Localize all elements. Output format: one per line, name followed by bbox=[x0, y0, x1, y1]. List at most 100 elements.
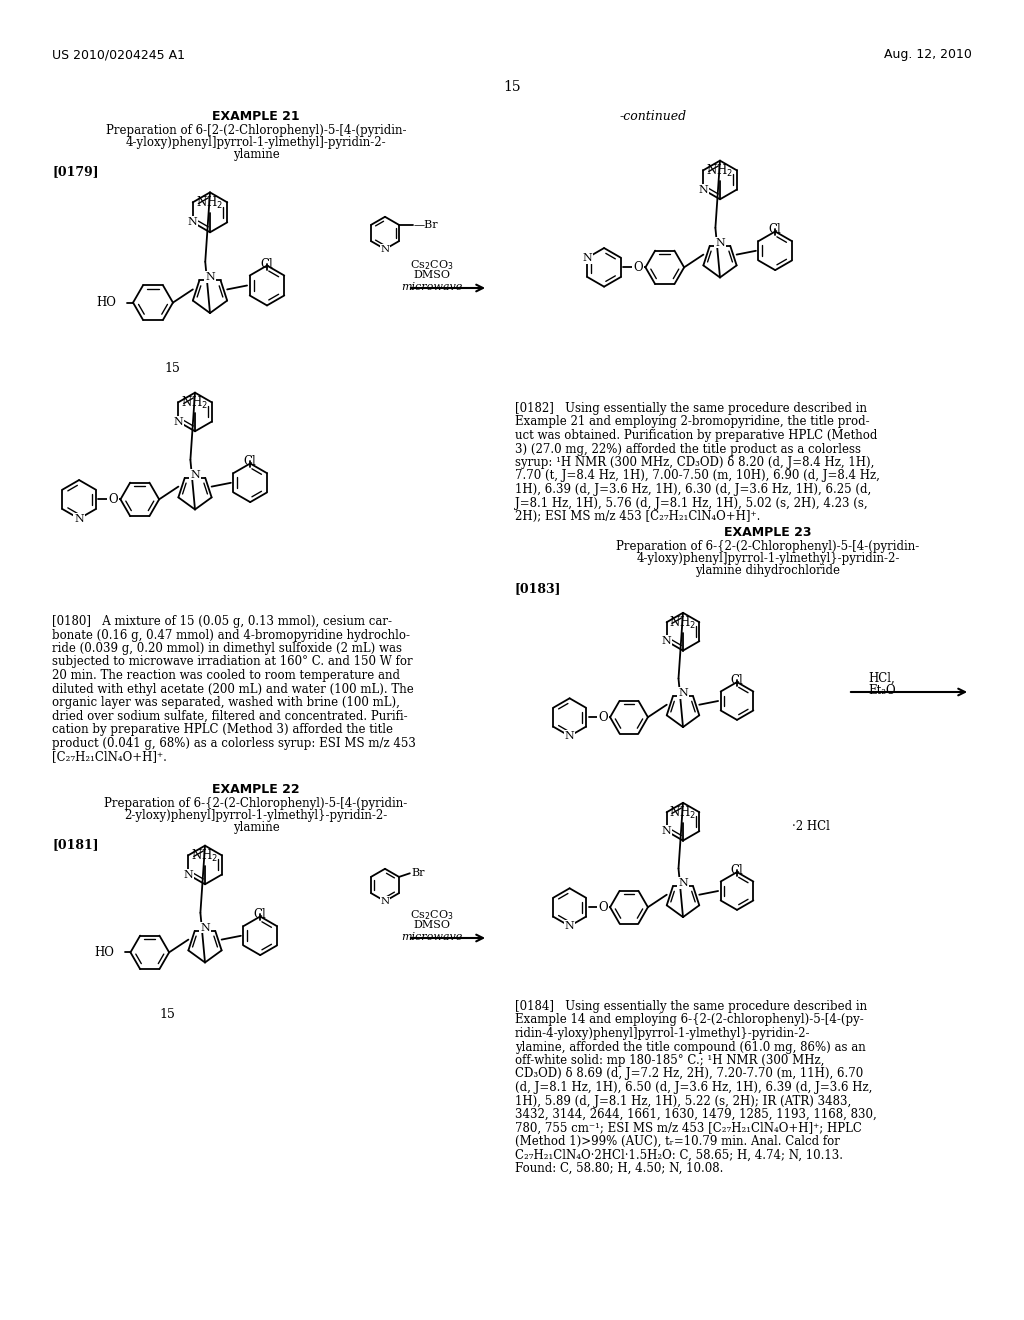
Text: N: N bbox=[698, 185, 709, 194]
Text: N: N bbox=[564, 921, 574, 931]
Text: N: N bbox=[662, 826, 672, 836]
Text: C₂₇H₂₁ClN₄O·2HCl·1.5H₂O: C, 58.65; H, 4.74; N, 10.13.: C₂₇H₂₁ClN₄O·2HCl·1.5H₂O: C, 58.65; H, 4.… bbox=[515, 1148, 843, 1162]
Text: N: N bbox=[190, 470, 200, 479]
Text: HCl,: HCl, bbox=[868, 672, 895, 685]
Text: dried over sodium sulfate, filtered and concentrated. Purifi-: dried over sodium sulfate, filtered and … bbox=[52, 710, 408, 722]
Text: N: N bbox=[205, 272, 215, 282]
Text: Cl: Cl bbox=[254, 908, 266, 921]
Text: (d, J=8.1 Hz, 1H), 6.50 (d, J=3.6 Hz, 1H), 6.39 (d, J=3.6 Hz,: (d, J=8.1 Hz, 1H), 6.50 (d, J=3.6 Hz, 1H… bbox=[515, 1081, 872, 1094]
Text: NH$_2$: NH$_2$ bbox=[707, 162, 733, 180]
Text: NH$_2$: NH$_2$ bbox=[191, 847, 218, 865]
Text: N: N bbox=[187, 218, 198, 227]
Text: DMSO: DMSO bbox=[414, 271, 451, 280]
Text: 7.70 (t, J=8.4 Hz, 1H), 7.00-7.50 (m, 10H), 6.90 (d, J=8.4 Hz,: 7.70 (t, J=8.4 Hz, 1H), 7.00-7.50 (m, 10… bbox=[515, 470, 880, 483]
Text: J=8.1 Hz, 1H), 5.76 (d, J=8.1 Hz, 1H), 5.02 (s, 2H), 4.23 (s,: J=8.1 Hz, 1H), 5.76 (d, J=8.1 Hz, 1H), 5… bbox=[515, 496, 867, 510]
Text: ylamine dihydrochloride: ylamine dihydrochloride bbox=[695, 564, 841, 577]
Text: 15: 15 bbox=[159, 1008, 175, 1020]
Text: off-white solid: mp 180-185° C.; ¹H NMR (300 MHz,: off-white solid: mp 180-185° C.; ¹H NMR … bbox=[515, 1053, 824, 1067]
Text: N: N bbox=[173, 417, 183, 426]
Text: microwave: microwave bbox=[401, 932, 463, 942]
Text: ridin-4-yloxy)phenyl]pyrrol-1-ylmethyl}-pyridin-2-: ridin-4-yloxy)phenyl]pyrrol-1-ylmethyl}-… bbox=[515, 1027, 811, 1040]
Text: Cs$_2$CO$_3$: Cs$_2$CO$_3$ bbox=[411, 257, 454, 272]
Text: 780, 755 cm⁻¹; ESI MS m/z 453 [C₂₇H₂₁ClN₄O+H]⁺; HPLC: 780, 755 cm⁻¹; ESI MS m/z 453 [C₂₇H₂₁ClN… bbox=[515, 1122, 862, 1134]
Text: 2H); ESI MS m/z 453 [C₂₇H₂₁ClN₄O+H]⁺.: 2H); ESI MS m/z 453 [C₂₇H₂₁ClN₄O+H]⁺. bbox=[515, 510, 761, 523]
Text: 20 min. The reaction was cooled to room temperature and: 20 min. The reaction was cooled to room … bbox=[52, 669, 400, 682]
Text: Cl: Cl bbox=[769, 223, 781, 236]
Text: O: O bbox=[598, 710, 607, 723]
Text: Cs$_2$CO$_3$: Cs$_2$CO$_3$ bbox=[411, 908, 454, 921]
Text: Cl: Cl bbox=[244, 455, 257, 469]
Text: NH$_2$: NH$_2$ bbox=[670, 805, 696, 821]
Text: ride (0.039 g, 0.20 mmol) in dimethyl sulfoxide (2 mL) was: ride (0.039 g, 0.20 mmol) in dimethyl su… bbox=[52, 642, 402, 655]
Text: cation by preparative HPLC (Method 3) afforded the title: cation by preparative HPLC (Method 3) af… bbox=[52, 723, 393, 737]
Text: N: N bbox=[678, 688, 688, 698]
Text: 1H), 6.39 (d, J=3.6 Hz, 1H), 6.30 (d, J=3.6 Hz, 1H), 6.25 (d,: 1H), 6.39 (d, J=3.6 Hz, 1H), 6.30 (d, J=… bbox=[515, 483, 871, 496]
Text: Cl: Cl bbox=[731, 865, 743, 876]
Text: Preparation of 6-{2-(2-Chlorophenyl)-5-[4-(pyridin-: Preparation of 6-{2-(2-Chlorophenyl)-5-[… bbox=[104, 797, 408, 810]
Text: [0180]   A mixture of 15 (0.05 g, 0.13 mmol), cesium car-: [0180] A mixture of 15 (0.05 g, 0.13 mmo… bbox=[52, 615, 392, 628]
Text: bonate (0.16 g, 0.47 mmol) and 4-bromopyridine hydrochlo-: bonate (0.16 g, 0.47 mmol) and 4-bromopy… bbox=[52, 628, 410, 642]
Text: N: N bbox=[381, 896, 389, 906]
Text: Example 14 and employing 6-{2-(2-chlorophenyl)-5-[4-(py-: Example 14 and employing 6-{2-(2-chlorop… bbox=[515, 1014, 864, 1027]
Text: -continued: -continued bbox=[620, 110, 687, 123]
Text: [0179]: [0179] bbox=[52, 165, 98, 178]
Text: (Method 1)>99% (AUC), tᵣ=10.79 min. Anal. Calcd for: (Method 1)>99% (AUC), tᵣ=10.79 min. Anal… bbox=[515, 1135, 840, 1148]
Text: O: O bbox=[633, 261, 643, 273]
Text: ylamine: ylamine bbox=[232, 821, 280, 834]
Text: EXAMPLE 21: EXAMPLE 21 bbox=[212, 110, 300, 123]
Text: N: N bbox=[200, 923, 210, 932]
Text: N: N bbox=[74, 513, 84, 524]
Text: N: N bbox=[662, 636, 672, 647]
Text: [C₂₇H₂₁ClN₄O+H]⁺.: [C₂₇H₂₁ClN₄O+H]⁺. bbox=[52, 750, 167, 763]
Text: O: O bbox=[109, 492, 118, 506]
Text: Et₂O: Et₂O bbox=[868, 684, 896, 697]
Text: N: N bbox=[564, 731, 574, 741]
Text: Found: C, 58.80; H, 4.50; N, 10.08.: Found: C, 58.80; H, 4.50; N, 10.08. bbox=[515, 1162, 723, 1175]
Text: Preparation of 6-[2-(2-Chlorophenyl)-5-[4-(pyridin-: Preparation of 6-[2-(2-Chlorophenyl)-5-[… bbox=[105, 124, 407, 137]
Text: uct was obtained. Purification by preparative HPLC (Method: uct was obtained. Purification by prepar… bbox=[515, 429, 878, 442]
Text: O: O bbox=[598, 900, 607, 913]
Text: EXAMPLE 23: EXAMPLE 23 bbox=[724, 525, 812, 539]
Text: —Br: —Br bbox=[414, 220, 438, 230]
Text: NH$_2$: NH$_2$ bbox=[181, 395, 209, 411]
Text: Cl: Cl bbox=[261, 257, 273, 271]
Text: 15: 15 bbox=[164, 362, 180, 375]
Text: [0182]   Using essentially the same procedure described in: [0182] Using essentially the same proced… bbox=[515, 403, 867, 414]
Text: ylamine, afforded the title compound (61.0 mg, 86%) as an: ylamine, afforded the title compound (61… bbox=[515, 1040, 865, 1053]
Text: [0181]: [0181] bbox=[52, 838, 98, 851]
Text: DMSO: DMSO bbox=[414, 920, 451, 931]
Text: product (0.041 g, 68%) as a colorless syrup: ESI MS m/z 453: product (0.041 g, 68%) as a colorless sy… bbox=[52, 737, 416, 750]
Text: [0183]: [0183] bbox=[515, 582, 561, 595]
Text: 15: 15 bbox=[503, 81, 521, 94]
Text: N: N bbox=[583, 252, 592, 263]
Text: microwave: microwave bbox=[401, 282, 463, 292]
Text: 3432, 3144, 2644, 1661, 1630, 1479, 1285, 1193, 1168, 830,: 3432, 3144, 2644, 1661, 1630, 1479, 1285… bbox=[515, 1107, 877, 1121]
Text: ylamine: ylamine bbox=[232, 148, 280, 161]
Text: Example 21 and employing 2-bromopyridine, the title prod-: Example 21 and employing 2-bromopyridine… bbox=[515, 416, 869, 429]
Text: ·2 HCl: ·2 HCl bbox=[792, 820, 829, 833]
Text: Preparation of 6-{2-(2-Chlorophenyl)-5-[4-(pyridin-: Preparation of 6-{2-(2-Chlorophenyl)-5-[… bbox=[616, 540, 920, 553]
Text: 2-yloxy)phenyl]pyrrol-1-ylmethyl}-pyridin-2-: 2-yloxy)phenyl]pyrrol-1-ylmethyl}-pyridi… bbox=[124, 809, 388, 822]
Text: HO: HO bbox=[96, 296, 116, 309]
Text: [0184]   Using essentially the same procedure described in: [0184] Using essentially the same proced… bbox=[515, 1001, 867, 1012]
Text: 4-yloxy)phenyl]pyrrol-1-ylmethyl]-pyridin-2-: 4-yloxy)phenyl]pyrrol-1-ylmethyl]-pyridi… bbox=[126, 136, 386, 149]
Text: N: N bbox=[183, 870, 194, 879]
Text: 1H), 5.89 (d, J=8.1 Hz, 1H), 5.22 (s, 2H); IR (ATR) 3483,: 1H), 5.89 (d, J=8.1 Hz, 1H), 5.22 (s, 2H… bbox=[515, 1094, 851, 1107]
Text: HO: HO bbox=[94, 946, 114, 958]
Text: EXAMPLE 22: EXAMPLE 22 bbox=[212, 783, 300, 796]
Text: NH$_2$: NH$_2$ bbox=[670, 615, 696, 631]
Text: subjected to microwave irradiation at 160° C. and 150 W for: subjected to microwave irradiation at 16… bbox=[52, 656, 413, 668]
Text: Cl: Cl bbox=[731, 675, 743, 688]
Text: diluted with ethyl acetate (200 mL) and water (100 mL). The: diluted with ethyl acetate (200 mL) and … bbox=[52, 682, 414, 696]
Text: N: N bbox=[715, 238, 725, 248]
Text: N: N bbox=[381, 244, 389, 253]
Text: syrup: ¹H NMR (300 MHz, CD₃OD) δ 8.20 (d, J=8.4 Hz, 1H),: syrup: ¹H NMR (300 MHz, CD₃OD) δ 8.20 (d… bbox=[515, 455, 874, 469]
Text: US 2010/0204245 A1: US 2010/0204245 A1 bbox=[52, 48, 185, 61]
Text: 4-yloxy)phenyl]pyrrol-1-ylmethyl}-pyridin-2-: 4-yloxy)phenyl]pyrrol-1-ylmethyl}-pyridi… bbox=[636, 552, 900, 565]
Text: 3) (27.0 mg, 22%) afforded the title product as a colorless: 3) (27.0 mg, 22%) afforded the title pro… bbox=[515, 442, 861, 455]
Text: N: N bbox=[678, 878, 688, 888]
Text: CD₃OD) δ 8.69 (d, J=7.2 Hz, 2H), 7.20-7.70 (m, 11H), 6.70: CD₃OD) δ 8.69 (d, J=7.2 Hz, 2H), 7.20-7.… bbox=[515, 1068, 863, 1081]
Text: NH$_2$: NH$_2$ bbox=[197, 195, 223, 211]
Text: Br: Br bbox=[412, 869, 425, 878]
Text: Aug. 12, 2010: Aug. 12, 2010 bbox=[884, 48, 972, 61]
